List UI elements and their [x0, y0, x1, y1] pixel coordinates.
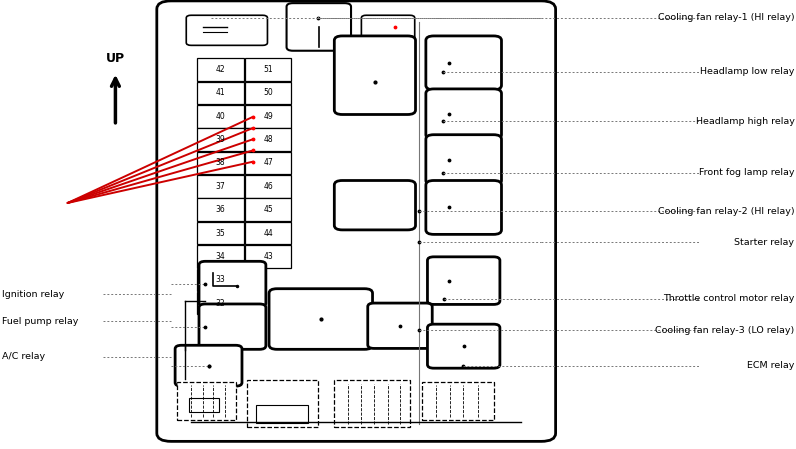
Text: Front fog lamp relay: Front fog lamp relay — [699, 168, 794, 177]
Bar — [422, 382, 494, 420]
Bar — [245, 152, 291, 174]
Bar — [245, 105, 291, 128]
FancyBboxPatch shape — [426, 89, 501, 139]
Text: 33: 33 — [216, 275, 225, 284]
Text: 48: 48 — [263, 135, 273, 144]
Text: 49: 49 — [263, 112, 273, 121]
Text: Headlamp low relay: Headlamp low relay — [700, 67, 794, 76]
Text: 50: 50 — [263, 88, 273, 97]
Bar — [247, 380, 318, 427]
Text: 47: 47 — [263, 158, 273, 167]
Bar — [197, 269, 244, 291]
Text: Throttle control motor relay: Throttle control motor relay — [663, 294, 794, 303]
Bar — [197, 175, 244, 198]
Text: Fuel pump relay: Fuel pump relay — [2, 317, 78, 326]
Text: 32: 32 — [216, 299, 225, 308]
Bar — [197, 82, 244, 104]
FancyBboxPatch shape — [368, 303, 432, 348]
Bar — [245, 82, 291, 104]
FancyBboxPatch shape — [186, 15, 267, 45]
FancyBboxPatch shape — [175, 345, 242, 386]
FancyBboxPatch shape — [334, 36, 416, 114]
Text: 40: 40 — [216, 112, 225, 121]
Bar — [177, 382, 236, 420]
FancyBboxPatch shape — [426, 135, 501, 185]
Text: 35: 35 — [216, 229, 225, 238]
FancyBboxPatch shape — [157, 1, 556, 441]
Text: Ignition relay: Ignition relay — [2, 290, 64, 299]
Text: 46: 46 — [263, 182, 273, 191]
FancyBboxPatch shape — [199, 304, 266, 349]
Bar — [245, 175, 291, 198]
FancyBboxPatch shape — [427, 257, 500, 304]
Text: Cooling fan relay-3 (LO relay): Cooling fan relay-3 (LO relay) — [655, 326, 794, 335]
Bar — [245, 58, 291, 81]
Text: 41: 41 — [216, 88, 225, 97]
Text: 37: 37 — [216, 182, 225, 191]
Text: Cooling fan relay-2 (HI relay): Cooling fan relay-2 (HI relay) — [657, 207, 794, 216]
Text: Headlamp high relay: Headlamp high relay — [696, 117, 794, 126]
Bar — [197, 245, 244, 268]
FancyBboxPatch shape — [361, 15, 415, 48]
Text: 45: 45 — [263, 205, 273, 214]
Text: 36: 36 — [216, 205, 225, 214]
Bar — [256, 405, 308, 423]
Text: 39: 39 — [216, 135, 225, 144]
Text: 38: 38 — [216, 158, 225, 167]
Bar — [245, 128, 291, 151]
Text: ECM relay: ECM relay — [747, 361, 794, 370]
Text: UP: UP — [106, 52, 125, 65]
Text: 43: 43 — [263, 252, 273, 261]
Text: Starter relay: Starter relay — [735, 238, 794, 247]
Text: A/C relay: A/C relay — [2, 352, 45, 361]
Bar — [245, 245, 291, 268]
Text: 51: 51 — [263, 65, 273, 74]
Bar — [245, 222, 291, 244]
Bar — [197, 58, 244, 81]
FancyBboxPatch shape — [426, 180, 501, 234]
FancyBboxPatch shape — [334, 180, 416, 230]
Text: 34: 34 — [216, 252, 225, 261]
Bar — [197, 152, 244, 174]
Bar — [334, 380, 410, 427]
Text: 44: 44 — [263, 229, 273, 238]
Bar — [197, 198, 244, 221]
Text: Cooling fan relay-1 (HI relay): Cooling fan relay-1 (HI relay) — [657, 13, 794, 22]
Bar — [197, 292, 244, 314]
FancyBboxPatch shape — [287, 3, 351, 51]
FancyBboxPatch shape — [427, 324, 500, 368]
Bar — [189, 398, 219, 412]
Bar — [197, 128, 244, 151]
Text: 42: 42 — [216, 65, 225, 74]
Bar — [197, 222, 244, 244]
Bar — [197, 105, 244, 128]
FancyBboxPatch shape — [269, 289, 373, 349]
FancyBboxPatch shape — [199, 261, 266, 307]
FancyBboxPatch shape — [426, 36, 501, 90]
Bar — [245, 198, 291, 221]
